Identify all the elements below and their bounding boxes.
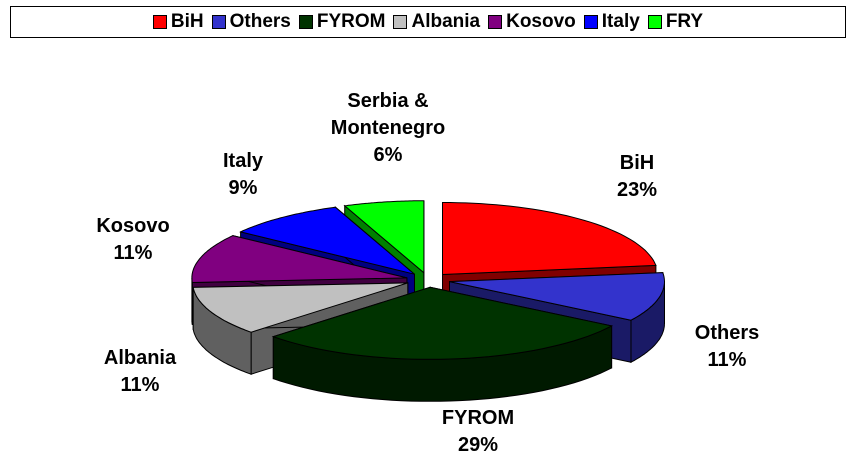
legend-swatch	[647, 15, 662, 29]
data-label: Italy 9%	[158, 148, 328, 202]
data-label-name: Italy	[222, 150, 264, 172]
data-label-name: Albania	[103, 347, 177, 369]
data-label-value: 29%	[457, 434, 499, 456]
legend-item: Albania	[393, 11, 480, 33]
data-label: Serbia & Montenegro 6%	[313, 88, 463, 169]
legend-label: BiH	[170, 11, 204, 32]
data-label: Others 11%	[642, 320, 812, 374]
slice-top	[271, 286, 614, 360]
data-label-value: 11%	[707, 349, 747, 371]
data-label-value: 6%	[373, 144, 403, 166]
data-label-name: BiH	[619, 152, 655, 174]
slice-top	[239, 206, 415, 275]
data-label-value: 9%	[228, 177, 258, 199]
slice-top	[449, 272, 665, 321]
legend-label: FRY	[665, 11, 704, 32]
data-label-value: 11%	[120, 374, 160, 396]
legend-swatch	[298, 15, 313, 29]
slice-top	[192, 282, 408, 333]
data-label: BiH 23%	[552, 150, 722, 204]
legend-item: Others	[211, 11, 291, 33]
legend-swatch	[211, 15, 226, 29]
legend-swatch	[488, 15, 503, 29]
legend-label: Kosovo	[506, 11, 576, 32]
legend-item: FRY	[647, 11, 704, 33]
data-label-name: FYROM	[441, 407, 515, 429]
slice-top	[191, 235, 408, 284]
data-label-name: Others	[694, 322, 760, 344]
legend-item: Kosovo	[488, 11, 576, 33]
legend-label: Italy	[601, 11, 640, 32]
legend-label: FYROM	[316, 11, 386, 32]
legend-swatch	[152, 15, 167, 29]
legend-item: BiH	[152, 11, 204, 33]
slice-top	[442, 202, 657, 276]
legend-swatch	[393, 15, 408, 29]
data-label-value: 23%	[616, 179, 658, 201]
slice	[271, 286, 614, 402]
slice-top	[343, 200, 425, 274]
legend-item: FYROM	[298, 11, 386, 33]
data-label: Kosovo 11%	[48, 213, 218, 267]
legend: BiH Others FYROM Albania Kosovo Italy FRY	[10, 6, 846, 38]
legend-swatch	[583, 15, 598, 29]
data-label: FYROM 29%	[393, 405, 563, 459]
data-label-value: 11%	[113, 242, 153, 264]
data-label-name: Serbia & Montenegro	[330, 90, 446, 139]
legend-label: Others	[229, 11, 291, 32]
data-label-name: Kosovo	[96, 215, 170, 237]
legend-item: Italy	[583, 11, 640, 33]
data-label: Albania 11%	[55, 345, 225, 399]
legend-label: Albania	[411, 11, 481, 32]
